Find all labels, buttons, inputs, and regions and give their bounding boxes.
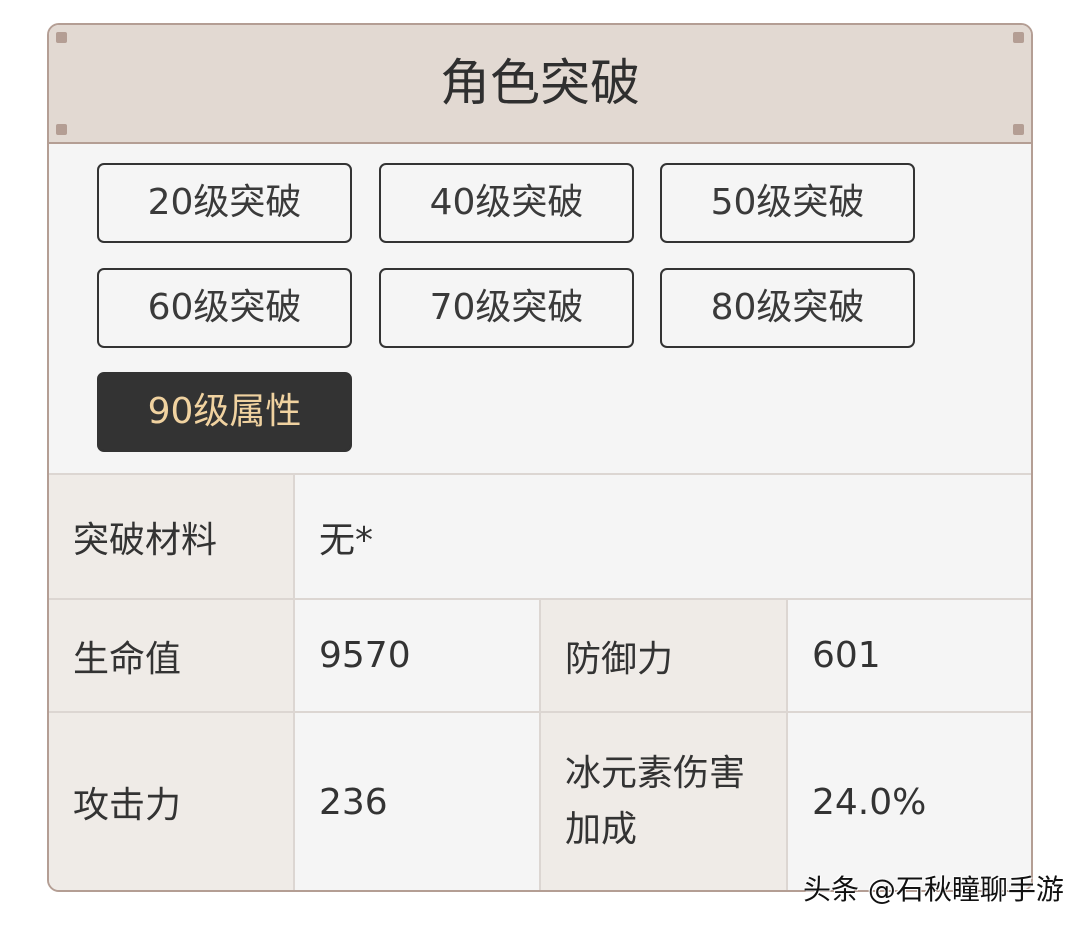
watermark: 头条 @石秋瞳聊手游 xyxy=(803,873,1064,906)
card-header: 角色突破 xyxy=(49,25,1031,144)
atk-value: 236 xyxy=(295,711,541,890)
corner-ornament xyxy=(1013,124,1024,135)
hp-value: 9570 xyxy=(295,598,541,711)
material-value: 无* xyxy=(295,473,1031,598)
corner-ornament xyxy=(56,32,67,43)
tab-level-40[interactable]: 40级突破 xyxy=(379,163,634,243)
ascension-card: 角色突破 20级突破 40级突破 50级突破 60级突破 70级突破 80级突破… xyxy=(47,23,1033,892)
hp-label: 生命值 xyxy=(49,598,295,711)
tab-level-50[interactable]: 50级突破 xyxy=(660,163,915,243)
page-title: 角色突破 xyxy=(440,54,640,112)
tab-level-80[interactable]: 80级突破 xyxy=(660,268,915,348)
tab-level-20[interactable]: 20级突破 xyxy=(97,163,352,243)
def-label: 防御力 xyxy=(541,598,788,711)
bonus-label: 冰元素伤害加成 xyxy=(541,711,788,890)
tab-level-70[interactable]: 70级突破 xyxy=(379,268,634,348)
def-value: 601 xyxy=(788,598,1031,711)
tab-level-60[interactable]: 60级突破 xyxy=(97,268,352,348)
corner-ornament xyxy=(1013,32,1024,43)
atk-label: 攻击力 xyxy=(49,711,295,890)
tab-level-90[interactable]: 90级属性 xyxy=(97,372,352,452)
material-label: 突破材料 xyxy=(49,473,295,598)
corner-ornament xyxy=(56,124,67,135)
bonus-value: 24.0% xyxy=(788,711,1031,890)
